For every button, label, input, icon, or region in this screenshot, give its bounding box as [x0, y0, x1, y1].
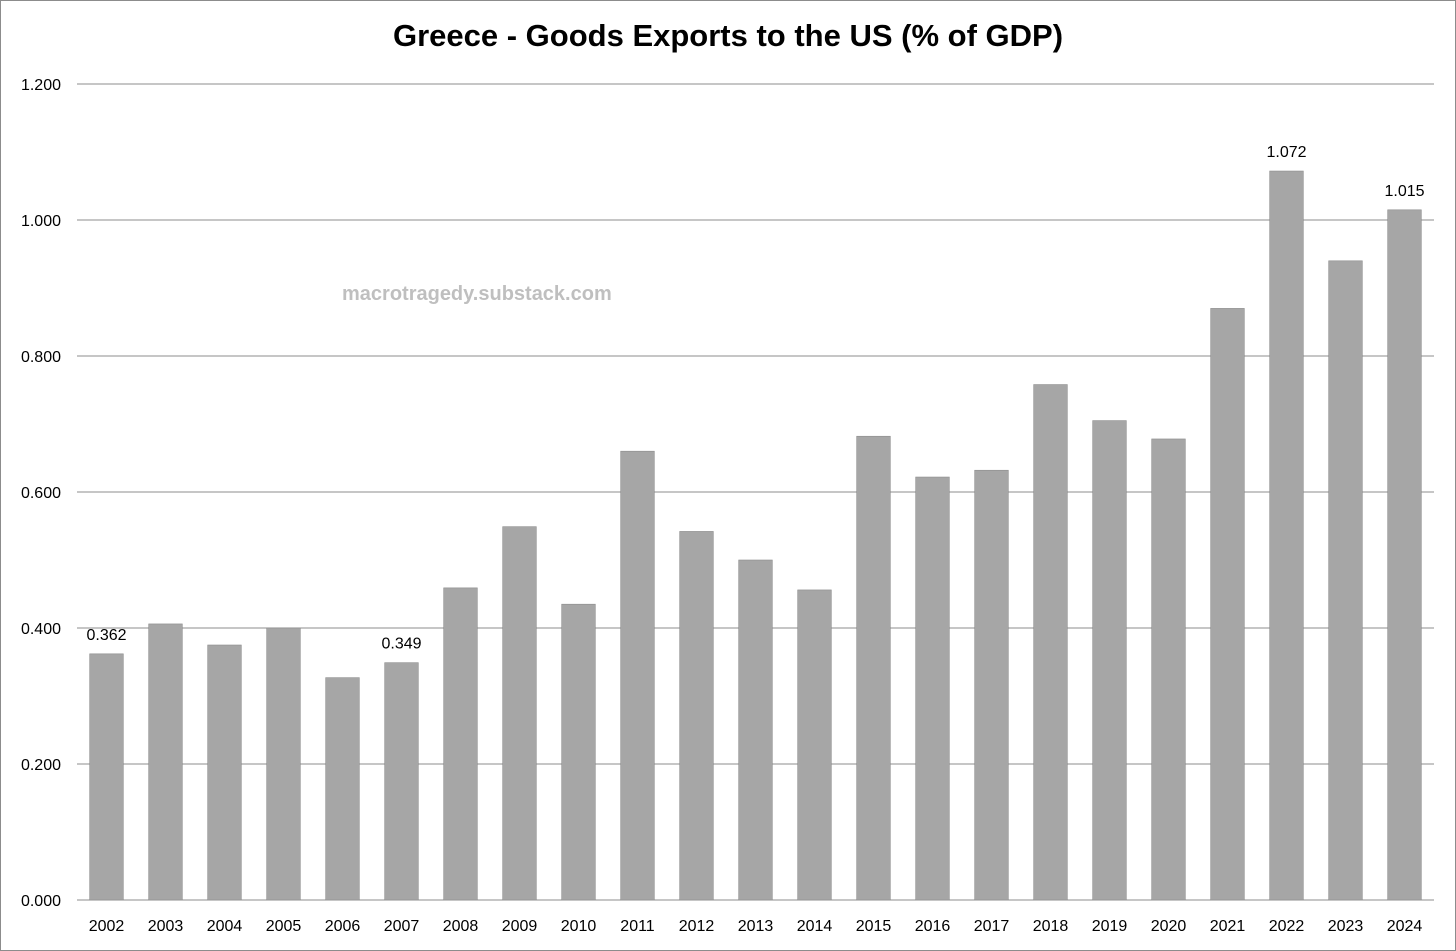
data-label-2022: 1.072	[1266, 144, 1306, 161]
x-tick-label: 2006	[325, 918, 361, 935]
x-tick-label: 2004	[207, 918, 243, 935]
bar-2016	[915, 476, 950, 901]
x-tick-label: 2007	[384, 918, 420, 935]
bar-2004	[207, 644, 242, 901]
x-tick-label: 2023	[1328, 918, 1364, 935]
bar-2007	[384, 662, 419, 901]
x-tick-label: 2020	[1151, 918, 1187, 935]
bar-2009	[502, 526, 537, 901]
y-tick-label: 0.400	[21, 621, 61, 638]
data-label-2024: 1.015	[1384, 183, 1424, 200]
bar-2014	[797, 589, 832, 901]
bar-2021	[1210, 308, 1245, 901]
bar-2020	[1151, 438, 1186, 901]
bar-2005	[266, 627, 301, 901]
data-label-2002: 0.362	[86, 627, 126, 644]
bar-2011	[620, 450, 655, 901]
x-tick-label: 2005	[266, 918, 302, 935]
x-tick-label: 2017	[974, 918, 1010, 935]
y-axis-tick-labels: 0.000 0.200 0.400 0.600 0.800 1.000 1.200	[21, 77, 61, 910]
x-tick-label: 2021	[1210, 918, 1246, 935]
x-tick-label: 2012	[679, 918, 715, 935]
x-tick-label: 2016	[915, 918, 951, 935]
bar-2012	[679, 531, 714, 901]
x-tick-label: 2015	[856, 918, 892, 935]
y-tick-label: 0.600	[21, 485, 61, 502]
bar-2015	[856, 435, 891, 901]
bar-2003	[148, 623, 183, 901]
bar-2019	[1092, 420, 1127, 901]
x-tick-label: 2013	[738, 918, 774, 935]
x-tick-label: 2008	[443, 918, 479, 935]
x-tick-label: 2014	[797, 918, 833, 935]
x-tick-label: 2018	[1033, 918, 1069, 935]
x-tick-label: 2009	[502, 918, 538, 935]
y-tick-label: 1.200	[21, 77, 61, 94]
y-tick-label: 0.200	[21, 757, 61, 774]
x-tick-label: 2003	[148, 918, 184, 935]
y-tick-label: 0.800	[21, 349, 61, 366]
bar-2018	[1033, 384, 1068, 901]
y-tick-label: 1.000	[21, 213, 61, 230]
x-tick-label: 2019	[1092, 918, 1128, 935]
bar-2023	[1328, 260, 1363, 901]
bar-2017	[974, 469, 1009, 901]
chart-title: Greece - Goods Exports to the US (% of G…	[392, 18, 1064, 53]
bar-2022	[1269, 170, 1304, 901]
watermark-text: macrotragedy.substack.com	[342, 283, 612, 305]
bar-2010	[561, 603, 596, 901]
gridlines	[77, 83, 1434, 901]
bars	[89, 170, 1422, 901]
bar-2002	[89, 653, 124, 901]
bar-2008	[443, 587, 478, 901]
x-tick-label: 2024	[1387, 918, 1423, 935]
bar-2013	[738, 559, 773, 901]
data-labels: 0.362 0.349 1.072 1.015	[86, 144, 1424, 653]
bar-2006	[325, 677, 360, 901]
x-tick-label: 2022	[1269, 918, 1305, 935]
bar-2024	[1387, 209, 1422, 901]
y-tick-label: 0.000	[21, 893, 61, 910]
x-tick-label: 2010	[561, 918, 597, 935]
x-tick-label: 2011	[620, 918, 655, 935]
x-tick-label: 2002	[89, 918, 125, 935]
x-axis-tick-labels: 2002 2003 2004 2005 2006 2007 2008 2009 2010 2011…	[89, 918, 1423, 935]
data-label-2007: 0.349	[381, 636, 421, 653]
